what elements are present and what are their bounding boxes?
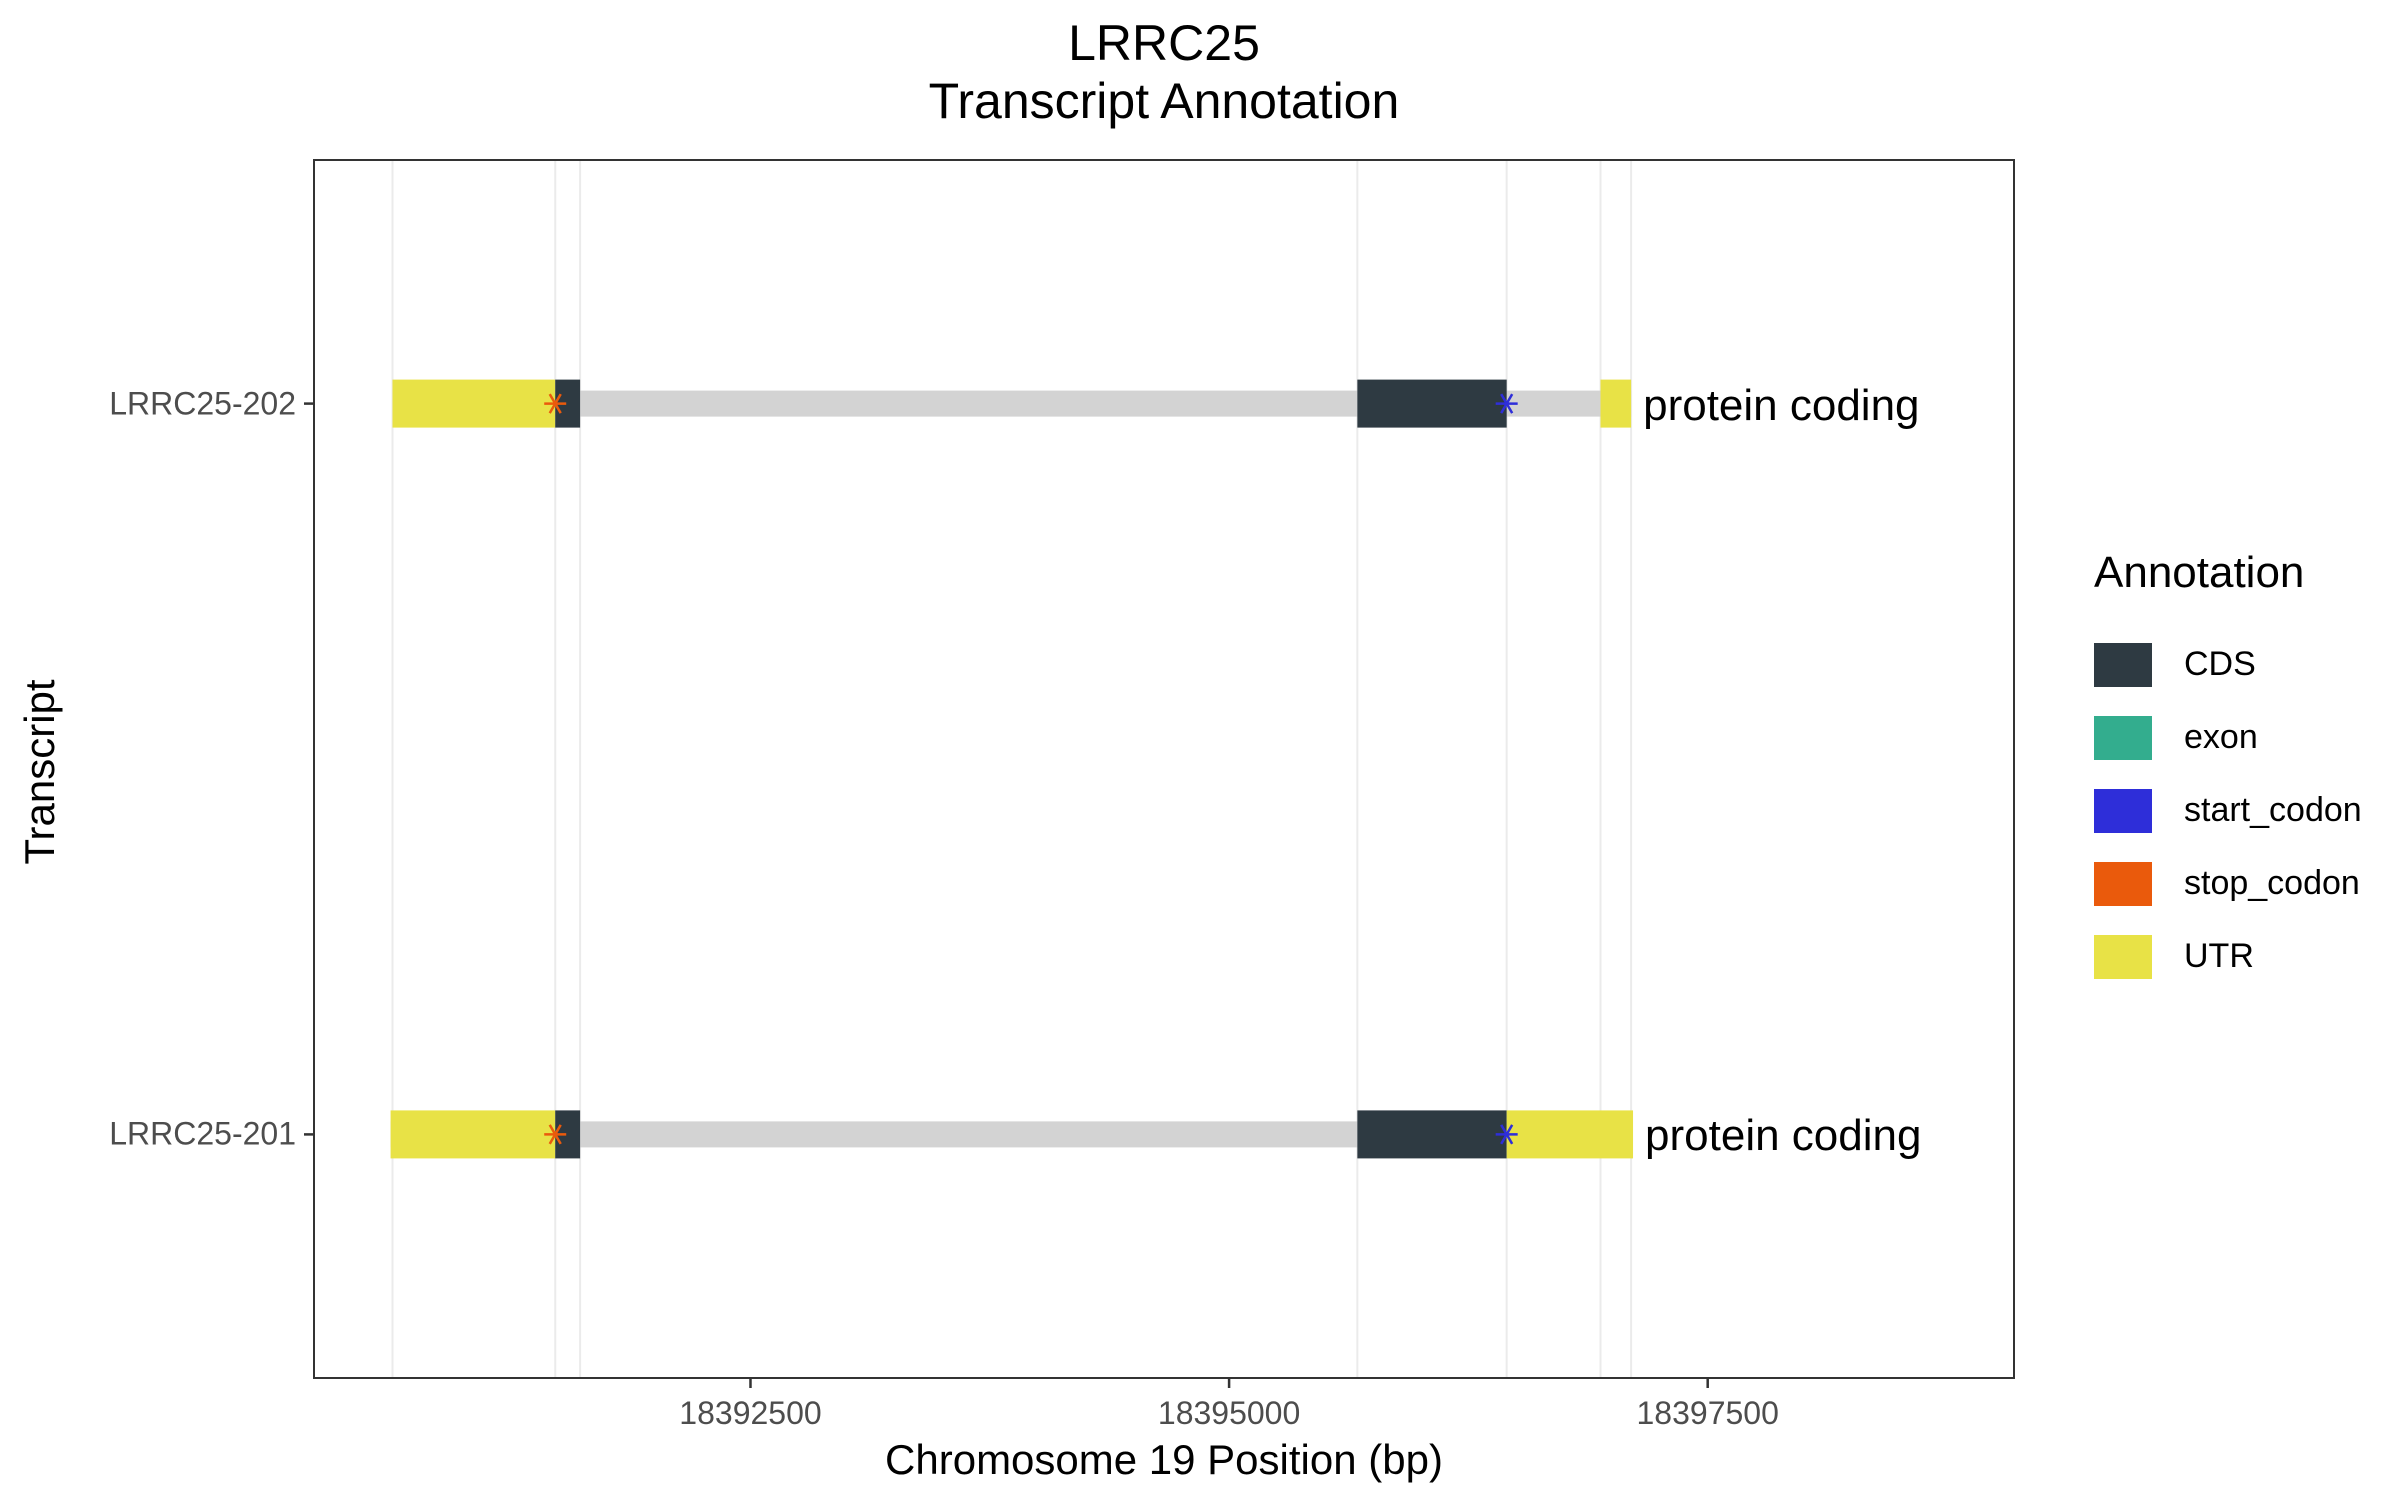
y-tick-label: LRRC25-201 — [109, 1115, 296, 1152]
legend-label: stop_codon — [2184, 864, 2360, 902]
start-codon-marker — [1495, 1124, 1518, 1145]
x-axis-label: Chromosome 19 Position (bp) — [885, 1436, 1443, 1483]
legend-swatch — [2094, 861, 2152, 906]
legend-label: exon — [2184, 718, 2258, 756]
legend-swatch — [2094, 788, 2152, 833]
legend-item-exon: exon — [2094, 701, 2362, 774]
chart-subtitle: Transcript Annotation — [928, 73, 1400, 129]
biotype-label: protein coding — [1643, 380, 1920, 430]
y-tick-label: LRRC25-202 — [109, 385, 296, 422]
start-codon-marker — [1495, 393, 1518, 414]
x-tick-label: 18397500 — [1636, 1395, 1779, 1431]
legend: Annotation CDS exon start_codon stop_codon U… — [2094, 548, 2362, 993]
utr-block — [390, 1110, 556, 1159]
legend-item-cds: CDS — [2094, 628, 2362, 701]
x-tick-label: 18395000 — [1157, 1395, 1301, 1431]
legend-swatch — [2094, 934, 2152, 979]
utr-block — [1600, 379, 1632, 428]
y-axis-label: Transcript — [16, 679, 63, 865]
cds-block — [1357, 379, 1507, 428]
legend-title: Annotation — [2094, 548, 2305, 597]
grid-layer — [391, 161, 1633, 1377]
legend-item-utr: UTR — [2094, 920, 2362, 993]
track-layer — [390, 379, 1634, 1159]
legend-swatch — [2094, 715, 2152, 760]
stop-codon-marker — [544, 1124, 567, 1145]
plot-panel — [313, 159, 2015, 1379]
chart-title: LRRC25 — [1068, 15, 1260, 71]
legend-label: start_codon — [2184, 791, 2362, 829]
cds-block — [1357, 1110, 1507, 1159]
stop-codon-marker — [544, 393, 567, 414]
legend-swatch — [2094, 642, 2152, 687]
legend-item-stop-codon: stop_codon — [2094, 847, 2362, 920]
legend-items: CDS exon start_codon stop_codon UTR — [2094, 628, 2362, 993]
axis-layer — [304, 402, 1709, 1388]
legend-label: CDS — [2184, 645, 2256, 683]
utr-block — [392, 379, 556, 428]
legend-item-start-codon: start_codon — [2094, 774, 2362, 847]
x-tick-label: 18392500 — [679, 1395, 822, 1431]
biotype-label: protein coding — [1645, 1111, 1922, 1161]
utr-block — [1506, 1110, 1634, 1159]
legend-label: UTR — [2184, 937, 2254, 975]
